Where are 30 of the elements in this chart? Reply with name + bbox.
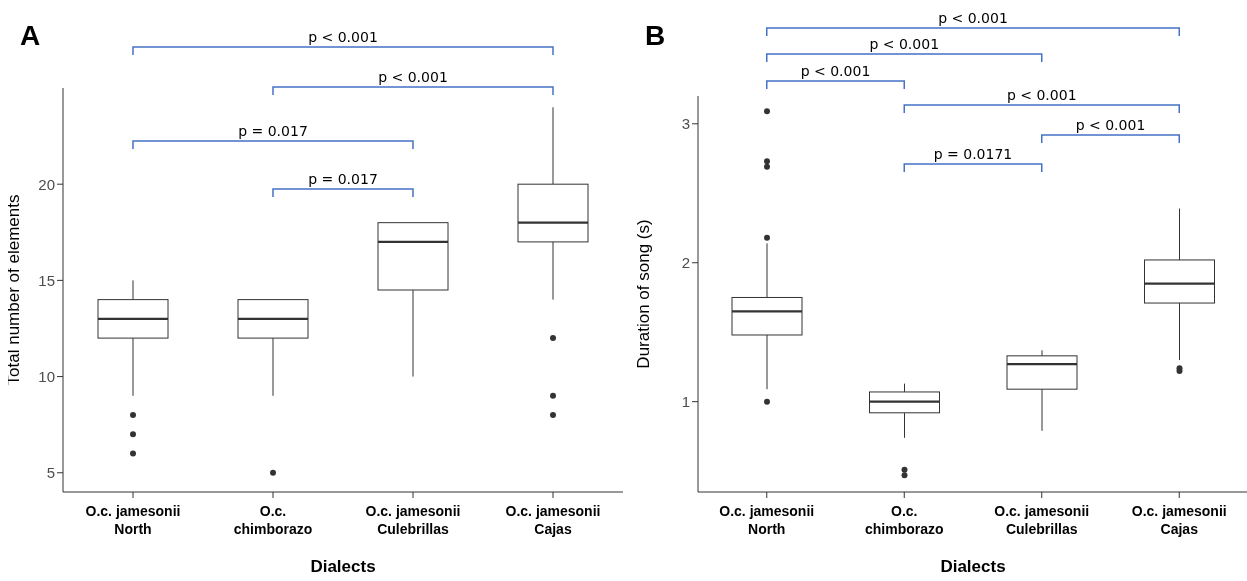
text: p < 0.001 bbox=[800, 63, 871, 79]
x-tick-label: O.c. jamesonii North bbox=[85, 503, 181, 537]
text: p < 0.001 bbox=[308, 29, 378, 45]
annotation: p = 0.017 bbox=[238, 123, 308, 139]
x-tick-label: O.c. jamesonii Culebrillas bbox=[994, 503, 1090, 537]
y-axis-title: Duration of song (s) bbox=[634, 219, 654, 369]
chart-title: B bbox=[645, 20, 666, 52]
x-tick-label: O.c. jamesonii Cajas bbox=[505, 503, 601, 537]
x-tick-label: O.c. jamesonii Cajas bbox=[1131, 503, 1227, 537]
annotation: p < 0.001 bbox=[1006, 87, 1077, 103]
text: p < 0.001 bbox=[378, 69, 448, 85]
y-tick-label: 10 bbox=[38, 367, 55, 385]
y-tick-label: 2 bbox=[681, 254, 690, 272]
text: p < 0.001 bbox=[938, 10, 1008, 26]
text: p < 0.001 bbox=[869, 36, 940, 52]
chart-title: A bbox=[20, 20, 41, 52]
x-tick-label: O.c. chimborazo bbox=[864, 503, 944, 537]
annotation: p < 0.001 bbox=[1075, 117, 1146, 133]
x-tick-label: O.c. jamesonii Culebrillas bbox=[365, 503, 461, 537]
y-tick-label: 3 bbox=[681, 115, 690, 133]
x-tick-label: O.c. jamesonii North bbox=[719, 503, 815, 537]
annotation: p = 0.0171 bbox=[933, 146, 1013, 162]
y-tick-label: 1 bbox=[681, 393, 690, 411]
y-tick-label: 15 bbox=[38, 271, 55, 289]
x-axis-title: Dialects bbox=[940, 557, 1006, 576]
annotation: p = 0.017 bbox=[308, 171, 378, 187]
x-axis-title: Dialects bbox=[310, 557, 376, 576]
x-tick-label: O.c. chimborazo bbox=[233, 503, 313, 537]
y-tick-label: 20 bbox=[38, 175, 55, 193]
y-tick-label: 5 bbox=[46, 464, 55, 482]
